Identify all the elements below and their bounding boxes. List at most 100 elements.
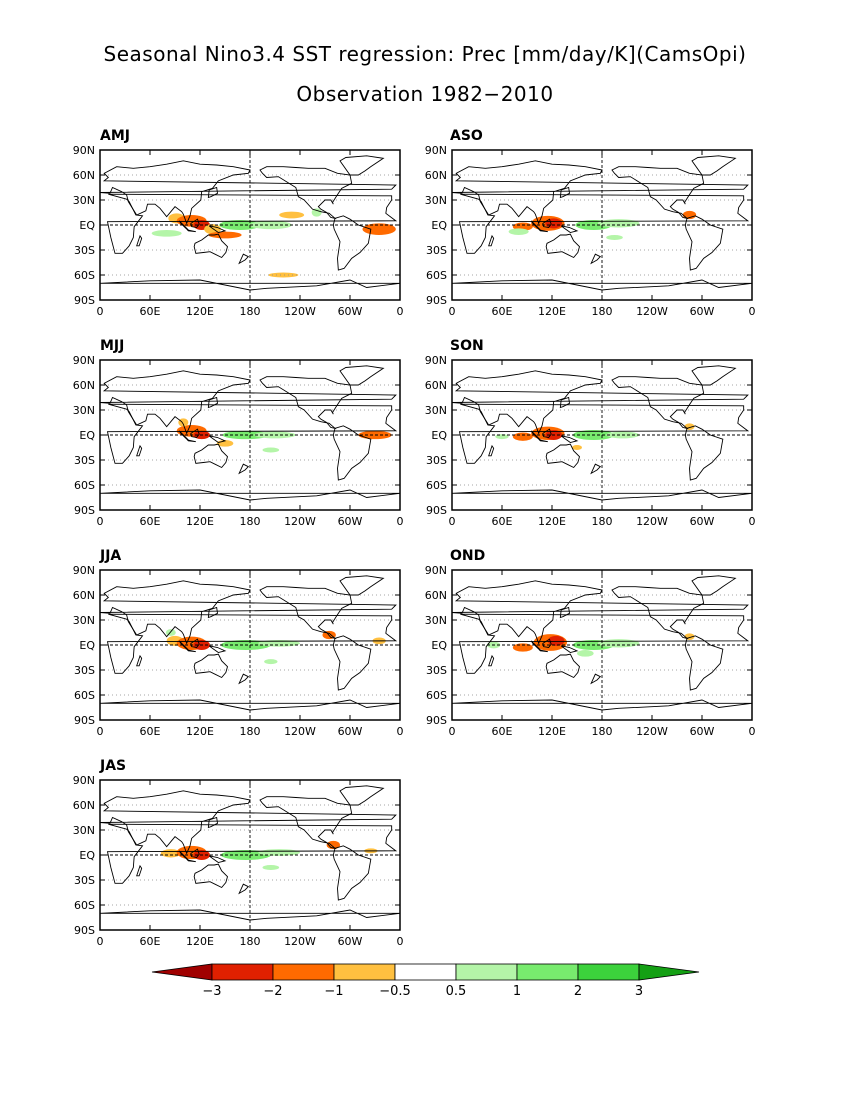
lon-label: 0 <box>749 305 756 318</box>
lon-label: 60E <box>492 305 513 318</box>
coastline <box>238 463 250 475</box>
coastline <box>542 638 552 648</box>
lat-label: 60N <box>425 589 447 602</box>
coastline <box>259 166 353 220</box>
colorbar-label: 2 <box>574 984 582 999</box>
lon-label: 60W <box>690 725 715 738</box>
lat-label: 90N <box>425 144 447 157</box>
lat-label: 60N <box>73 589 95 602</box>
anomaly-region <box>208 231 242 239</box>
lon-label: 120W <box>636 305 668 318</box>
coastline <box>99 580 397 645</box>
coastline <box>691 365 737 386</box>
lon-label: 180 <box>592 515 613 528</box>
coastline <box>238 673 250 685</box>
lon-label: 180 <box>240 935 261 948</box>
lat-label: 30S <box>74 454 95 467</box>
panel-label: ASO <box>450 128 483 144</box>
lat-label: EQ <box>79 849 95 862</box>
map-panel-jja: JJA 90N 60N 30N EQ 30S 60S 90S 0 60E 120E 180 120W 6… <box>55 548 415 778</box>
lat-label: EQ <box>79 639 95 652</box>
colorbar: −3 −2 −1 −0.5 0.5 1 2 3 <box>150 962 702 1012</box>
lat-label: 30S <box>426 664 447 677</box>
coastline <box>545 443 581 469</box>
lat-label: 60N <box>73 799 95 812</box>
panel-label: SON <box>450 338 484 354</box>
coastline <box>99 909 401 921</box>
coastline <box>538 649 548 653</box>
lat-label: 60S <box>74 899 95 912</box>
lat-label: 60S <box>74 269 95 282</box>
lon-label: 120E <box>186 935 214 948</box>
lat-label: 30N <box>73 614 95 627</box>
coastline <box>178 850 189 861</box>
coastline <box>530 640 541 651</box>
lat-label: 90S <box>74 714 95 727</box>
colorbar-bin <box>394 963 457 981</box>
anomaly-region <box>165 629 176 636</box>
figure-title: Seasonal Nino3.4 SST regression: Prec [m… <box>103 42 747 66</box>
anomaly-region <box>264 659 278 665</box>
lon-label: 0 <box>397 935 404 948</box>
lat-label: 30S <box>74 664 95 677</box>
map-panel-son: SON 90N 60N 30N EQ 30S 60S 90S 0 60E 120E 180 120W 6… <box>407 338 767 568</box>
coastline <box>339 785 385 806</box>
lat-label: 60N <box>425 379 447 392</box>
colorbar-label: −2 <box>263 984 282 999</box>
coastline <box>99 279 401 291</box>
coastline <box>559 396 570 409</box>
lon-label: 120E <box>538 515 566 528</box>
lat-label: 60S <box>426 269 447 282</box>
coastline <box>136 234 143 247</box>
coastline <box>560 435 579 443</box>
coastline <box>186 439 196 443</box>
coastline <box>106 823 398 884</box>
lon-label: 60W <box>338 515 363 528</box>
coastline <box>611 586 705 640</box>
lon-label: 60E <box>140 305 161 318</box>
coastline <box>238 253 250 265</box>
figure-subtitle: Observation 1982−2010 <box>296 82 554 106</box>
coastline <box>178 430 189 441</box>
lon-label: 120W <box>636 725 668 738</box>
coastline <box>488 654 495 667</box>
coastline <box>451 580 749 645</box>
coastline <box>193 653 229 679</box>
lat-label: 90N <box>425 354 447 367</box>
lon-label: 60W <box>338 305 363 318</box>
lon-label: 60E <box>140 725 161 738</box>
lat-label: 60N <box>73 169 95 182</box>
coastline <box>560 225 579 233</box>
lon-label: 0 <box>749 515 756 528</box>
lon-label: 0 <box>97 305 104 318</box>
coastline <box>190 428 200 438</box>
lon-label: 120E <box>186 725 214 738</box>
coastline <box>207 606 218 619</box>
lon-label: 120E <box>186 515 214 528</box>
coastline <box>560 645 579 653</box>
colorbar-label: −0.5 <box>379 984 411 999</box>
coastline <box>190 638 200 648</box>
anomaly-region <box>597 219 640 228</box>
lon-label: 0 <box>397 515 404 528</box>
coastline <box>207 816 218 829</box>
coastline <box>186 229 196 233</box>
colorbar-label: 1 <box>513 984 521 999</box>
coastline <box>238 883 250 895</box>
coastline <box>458 613 750 674</box>
coastline <box>545 653 581 679</box>
lat-label: 30N <box>425 194 447 207</box>
anomaly-region <box>279 211 305 219</box>
lon-label: 60W <box>338 935 363 948</box>
colorbar-bin <box>638 963 700 981</box>
coastline <box>684 425 724 481</box>
coastline <box>542 428 552 438</box>
lon-label: 60E <box>140 515 161 528</box>
lon-label: 60E <box>140 935 161 948</box>
coastline <box>178 640 189 651</box>
coastline <box>590 673 602 685</box>
